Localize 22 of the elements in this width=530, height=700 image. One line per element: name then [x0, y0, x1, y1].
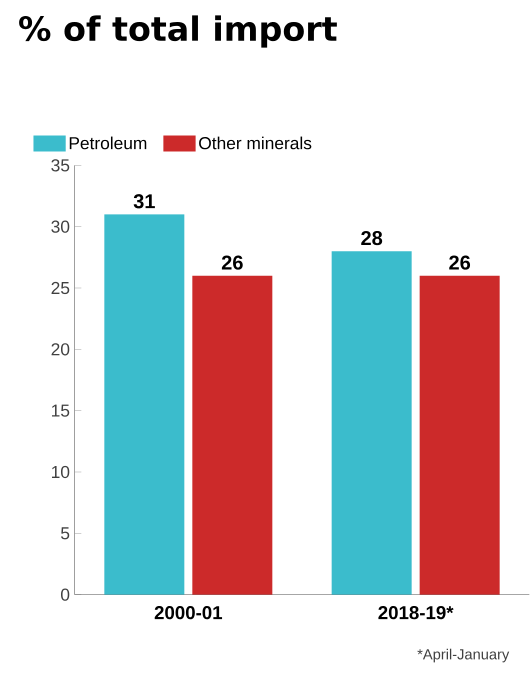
y-tick-label: 35 — [51, 159, 70, 172]
x-tick-label: 2018-19* — [378, 606, 454, 620]
data-label: 28 — [361, 230, 382, 246]
bar — [104, 214, 184, 595]
legend-label: Petroleum — [70, 136, 146, 150]
y-tick-label: 30 — [51, 220, 70, 233]
x-tick-label: 2000-01 — [154, 606, 222, 620]
y-tick-label: 10 — [52, 466, 70, 478]
data-label: 26 — [222, 256, 243, 270]
bar — [192, 276, 272, 595]
y-tick-label: 15 — [52, 404, 70, 417]
bar — [420, 276, 500, 595]
legend-label: Other minerals — [199, 136, 312, 150]
y-tick-label: 0 — [60, 588, 70, 601]
data-label: 31 — [134, 194, 155, 208]
data-label: 26 — [449, 256, 470, 270]
y-tick-label: 5 — [61, 527, 70, 540]
y-tick-label: 20 — [52, 343, 70, 356]
bar — [332, 251, 412, 595]
chart-title: % of total import — [19, 15, 337, 48]
y-tick-label: 25 — [52, 282, 70, 294]
text: *April-January — [417, 648, 510, 662]
